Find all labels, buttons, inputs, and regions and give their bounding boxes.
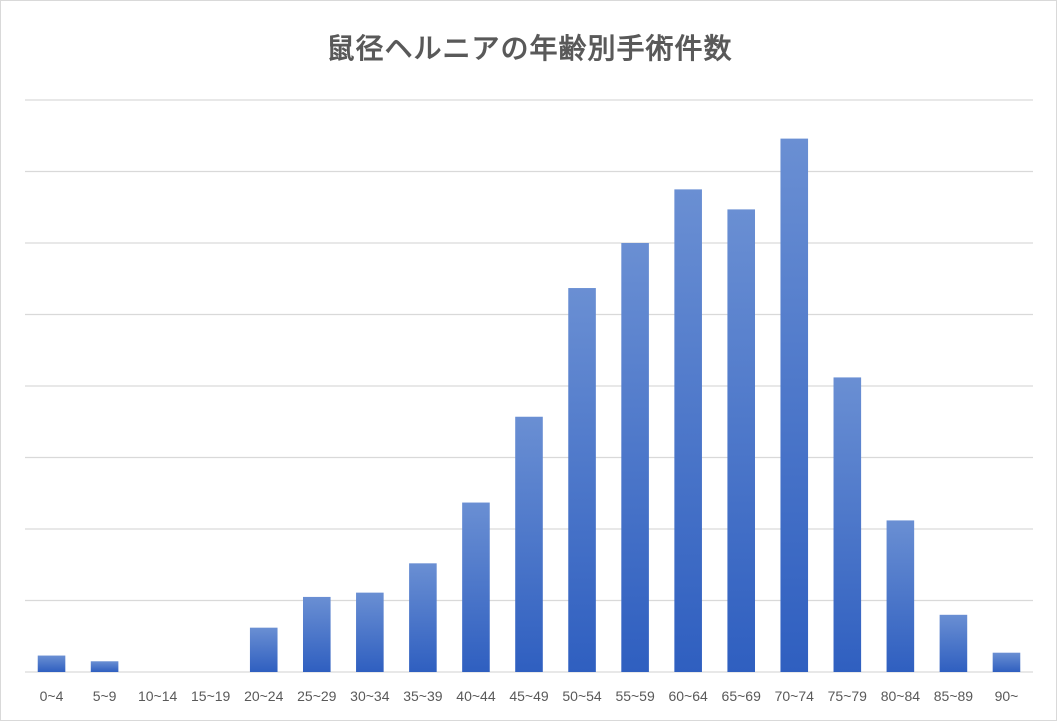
- bar-80~84: [886, 520, 915, 672]
- bar-20~24: [249, 627, 278, 672]
- x-axis-tick-labels: 0~4 5~9 10~14 15~19 20~24 25~29 30~34 35~39 40~4…: [40, 688, 1019, 704]
- x-tick-label: 50~54: [562, 688, 602, 704]
- x-tick-label: 25~29: [297, 688, 337, 704]
- bar-50~54: [568, 288, 596, 672]
- bar-5~9: [90, 661, 119, 672]
- bar-90~: [992, 652, 1021, 672]
- x-tick-label: 60~64: [668, 688, 708, 704]
- bar-30~34: [356, 592, 384, 672]
- x-tick-label: 85~89: [934, 688, 974, 704]
- x-tick-label: 90~: [995, 688, 1019, 704]
- x-tick-label: 40~44: [456, 688, 496, 704]
- x-tick-label: 30~34: [350, 688, 390, 704]
- bar-85~89: [939, 614, 968, 672]
- x-tick-label: 10~14: [138, 688, 178, 704]
- x-tick-label: 35~39: [403, 688, 443, 704]
- x-tick-label: 0~4: [40, 688, 64, 704]
- bar-40~44: [462, 502, 490, 672]
- x-tick-label: 45~49: [509, 688, 549, 704]
- x-tick-label: 55~59: [615, 688, 655, 704]
- bar-25~29: [302, 596, 331, 672]
- chart-title: 鼠径ヘルニアの年齢別手術件数: [326, 32, 733, 65]
- x-tick-label: 65~69: [722, 688, 762, 704]
- bar-70~74: [780, 138, 809, 673]
- bar-75~79: [833, 377, 862, 672]
- x-tick-label: 80~84: [881, 688, 921, 704]
- bar-45~49: [515, 416, 543, 672]
- bar-55~59: [621, 243, 649, 672]
- x-tick-label: 75~79: [828, 688, 868, 704]
- x-tick-label: 5~9: [93, 688, 117, 704]
- bar-0~4: [37, 655, 66, 672]
- x-tick-label: 20~24: [244, 688, 284, 704]
- x-tick-label: 70~74: [775, 688, 815, 704]
- x-tick-label: 15~19: [191, 688, 231, 704]
- bar-60~64: [674, 189, 702, 672]
- bar-35~39: [409, 563, 437, 672]
- bars: [37, 138, 1021, 673]
- bar-65~69: [727, 209, 756, 672]
